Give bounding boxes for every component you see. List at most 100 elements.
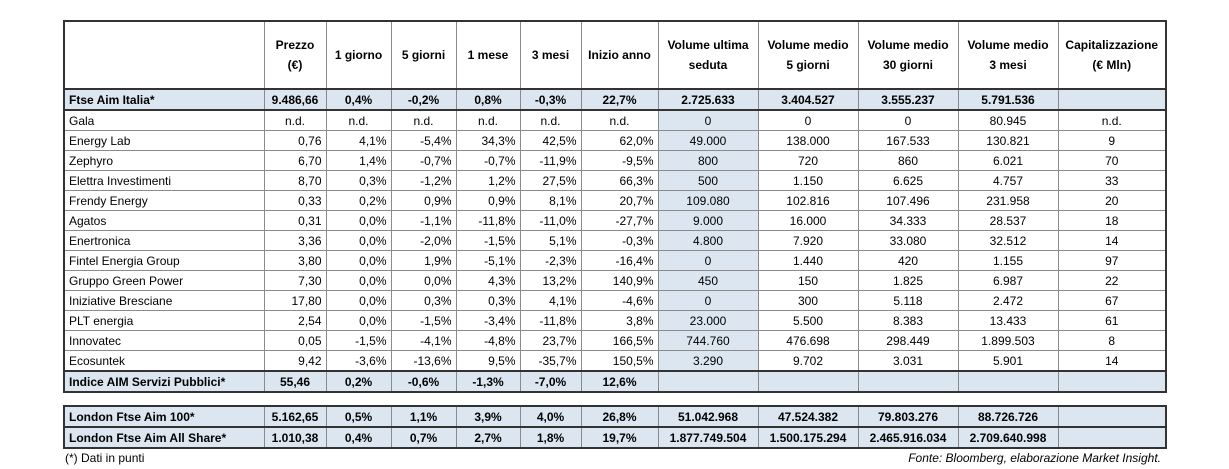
cell: 0,0% (325, 250, 392, 271)
cell: 79.803.276 (857, 405, 959, 428)
header-line: seduta (688, 58, 728, 72)
cell: 231.958 (957, 190, 1059, 211)
cell: 0,5% (325, 405, 392, 428)
cell: 5,1% (519, 230, 582, 251)
cell: 0,8% (455, 88, 521, 111)
row-name: Gruppo Green Power (63, 270, 265, 291)
cell: -35,7% (519, 350, 582, 372)
cell: 0,9% (390, 190, 457, 211)
table-row: Gruppo Green Power 7,30 0,0% 0,0% 4,3% 13,2% 1… (63, 270, 1167, 291)
cell: 4,1% (325, 130, 392, 151)
cell: 2,54 (263, 310, 327, 331)
cell: 0,3% (455, 290, 521, 311)
cell: 51.042.968 (657, 405, 759, 428)
cell: 34.333 (857, 210, 959, 231)
cell: 42,5% (519, 130, 582, 151)
cell: 1.825 (857, 270, 959, 291)
cell: -1,5% (325, 330, 392, 351)
cell: 298.449 (857, 330, 959, 351)
cell (957, 370, 1059, 393)
cell: 5.118 (857, 290, 959, 311)
cell: 3.555.237 (857, 88, 959, 111)
cell: 9,42 (263, 350, 327, 372)
cell: 7,30 (263, 270, 327, 291)
row-name: London Ftse Aim 100* (63, 405, 265, 428)
cell (1057, 370, 1167, 393)
header-cell: 1 giorno (325, 20, 392, 90)
header-cell (63, 20, 265, 90)
cell: 6.987 (957, 270, 1059, 291)
cell: 5.791.536 (957, 88, 1059, 111)
row-name: Iniziative Bresciane (63, 290, 265, 311)
cell: -0,7% (390, 150, 457, 171)
table-row: Indice AIM Servizi Pubblici* 55,46 0,2% -0,… (63, 370, 1167, 393)
cell: 14 (1057, 350, 1167, 372)
cell: 34,3% (455, 130, 521, 151)
cell: -1,3% (455, 370, 521, 393)
table-row: Ecosuntek 9,42 -3,6% -13,6% 9,5% -35,7% 150,5%… (63, 350, 1167, 372)
cell: -16,4% (580, 250, 659, 271)
cell: 2.472 (957, 290, 1059, 311)
cell: 23,7% (519, 330, 582, 351)
cell: 0,0% (325, 310, 392, 331)
cell: 3,80 (263, 250, 327, 271)
cell: 0,33 (263, 190, 327, 211)
row-name: Fintel Energia Group (63, 250, 265, 271)
cell: -3,4% (455, 310, 521, 331)
cell: 0,3% (325, 170, 392, 191)
header-line: 1 mese (467, 48, 509, 62)
footnote: (*) Dati in punti (65, 451, 145, 465)
table-row: London Ftse Aim All Share* 1.010,38 0,4% 0,… (63, 426, 1167, 449)
cell: 1.899.503 (957, 330, 1059, 351)
cell: 3,36 (263, 230, 327, 251)
cell: -0,7% (455, 150, 521, 171)
header-line: Volume medio (867, 38, 949, 52)
cell: 5.901 (957, 350, 1059, 372)
cell: -4,1% (390, 330, 457, 351)
table-row: Gala n.d. n.d. n.d. n.d. n.d. n.d. 0 0 0 80.945 n.d… (63, 109, 1167, 131)
cell: -0,6% (390, 370, 457, 393)
source-note: Fonte: Bloomberg, elaborazione Market In… (908, 451, 1161, 465)
header-line: Volume ultima (667, 38, 749, 52)
header-line: 5 giorni (401, 48, 446, 62)
cell: 500 (657, 170, 759, 191)
cell: -7,0% (519, 370, 582, 393)
cell: 0,4% (325, 426, 392, 449)
cell: -2,0% (390, 230, 457, 251)
cell: 720 (757, 150, 859, 171)
cell: 18 (1057, 210, 1167, 231)
cell: 4,0% (519, 405, 582, 428)
table-row: Frendy Energy 0,33 0,2% 0,9% 0,9% 8,1% 20,7% 10… (63, 190, 1167, 211)
cell: -27,7% (580, 210, 659, 231)
cell: -1,5% (455, 230, 521, 251)
cell: 28.537 (957, 210, 1059, 231)
cell: 88.726.726 (957, 405, 1059, 428)
cell: 6.021 (957, 150, 1059, 171)
row-name: Gala (63, 109, 265, 131)
cell: 8 (1057, 330, 1167, 351)
cell: 19,7% (580, 426, 659, 449)
cell: -4,8% (455, 330, 521, 351)
header-cell: Volume medio 3 mesi (957, 20, 1059, 90)
table-row: Iniziative Bresciane 17,80 0,0% 0,3% 0,3% 4,1… (63, 290, 1167, 311)
header-line: 3 mesi (531, 48, 570, 62)
cell: 0,2% (325, 370, 392, 393)
header-cell: Volume ultima seduta (657, 20, 759, 90)
header-line: 1 giorno (334, 48, 383, 62)
cell (1057, 426, 1167, 449)
cell: 13,2% (519, 270, 582, 291)
cell: 3,9% (455, 405, 521, 428)
cell: 0,0% (390, 270, 457, 291)
cell: -0,3% (580, 230, 659, 251)
cell: 5.162,65 (263, 405, 327, 428)
cell: 13.433 (957, 310, 1059, 331)
cell: 1,9% (390, 250, 457, 271)
cell: -0,3% (519, 88, 582, 111)
header-line: 3 mesi (989, 58, 1027, 72)
cell: 167.533 (857, 130, 959, 151)
cell: -11,9% (519, 150, 582, 171)
header-line: Volume medio (767, 38, 849, 52)
header-line: 30 giorni (882, 58, 933, 72)
cell: 9.702 (757, 350, 859, 372)
